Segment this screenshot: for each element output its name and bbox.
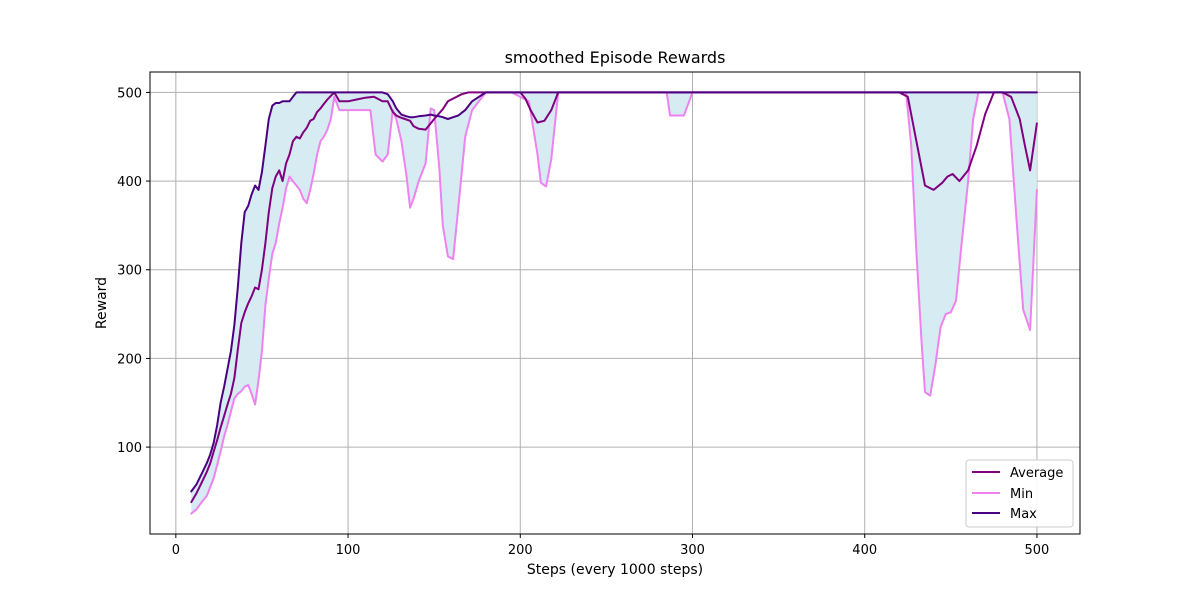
legend-box — [965, 459, 1074, 528]
plot-area-frame — [149, 71, 1081, 535]
y-tick-label: 100 — [117, 441, 142, 456]
y-tick-label: 400 — [117, 175, 142, 190]
legend-max-label: Max — [1010, 507, 1037, 522]
y-tick-label: 500 — [117, 86, 142, 101]
axis-ticks: 0 100 200 300 400 500 100 200 300 400 500 — [117, 86, 1049, 558]
chart-title: smoothed Episode Rewards — [505, 48, 726, 67]
series-line-max — [190, 91, 1038, 493]
legend-min-label: Min — [1010, 487, 1033, 502]
x-axis-label: Steps (every 1000 steps) — [527, 562, 703, 578]
legend-average-label: Average — [1010, 466, 1063, 481]
series-line-average — [190, 91, 1038, 504]
x-tick-label: 200 — [508, 543, 533, 558]
x-tick-label: 300 — [680, 543, 705, 558]
y-axis-label: Reward — [94, 277, 110, 329]
x-tick-label: 0 — [172, 543, 180, 558]
y-tick-label: 300 — [117, 264, 142, 279]
legend: Average Min Max — [965, 459, 1074, 528]
y-tick-label: 200 — [117, 352, 142, 367]
x-tick-label: 400 — [852, 543, 877, 558]
x-tick-label: 500 — [1025, 543, 1050, 558]
x-tick-label: 100 — [336, 543, 361, 558]
series-lines — [190, 91, 1038, 515]
min-max-band — [191, 92, 1037, 514]
series-line-min — [190, 91, 1038, 515]
